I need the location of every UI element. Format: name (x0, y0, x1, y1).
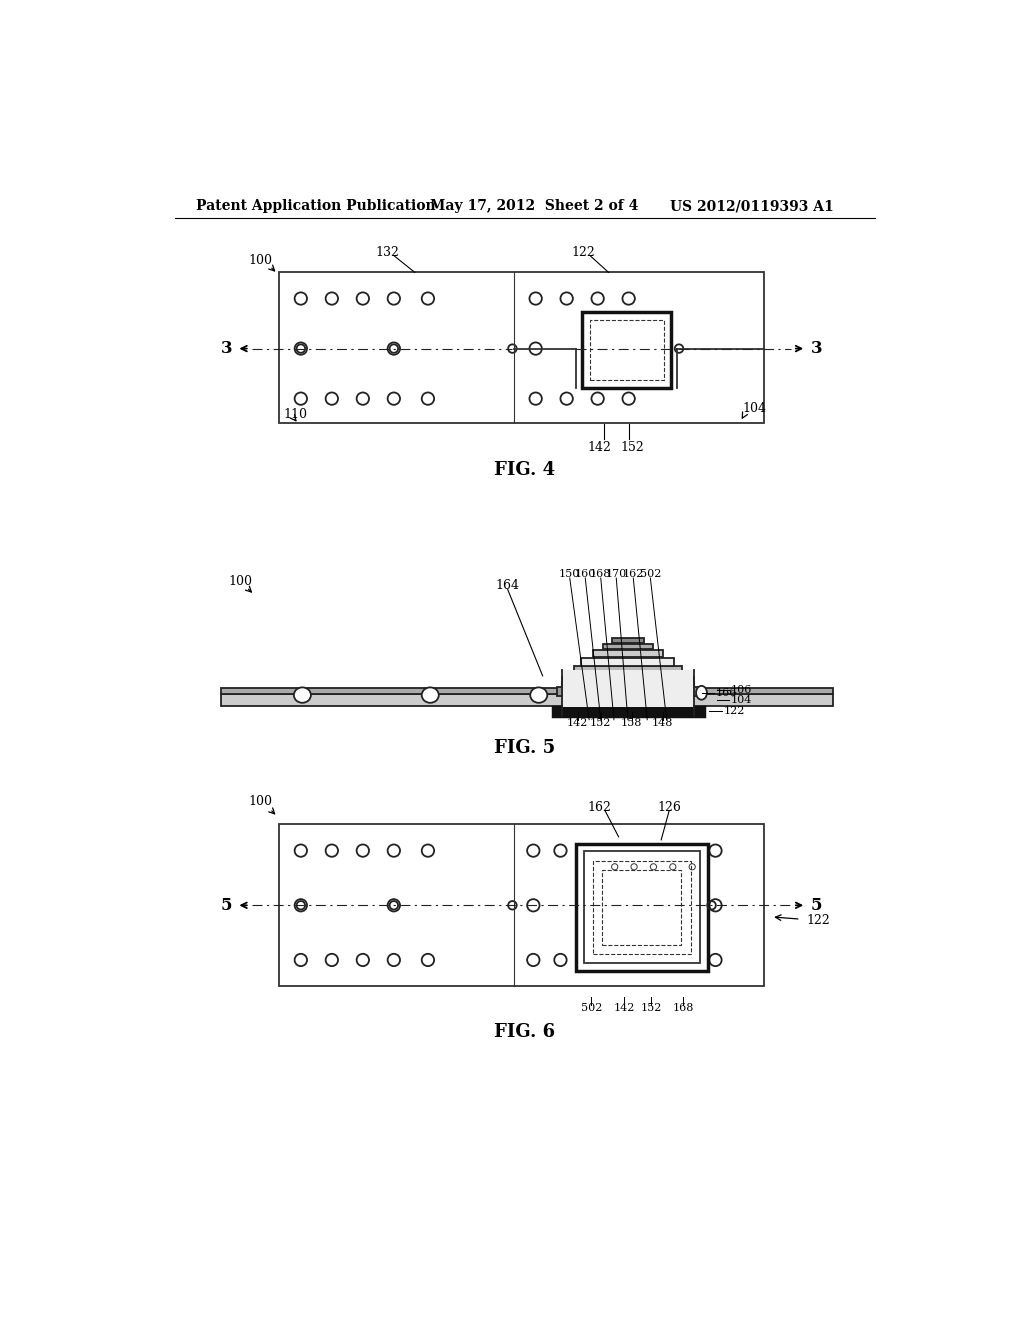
Text: 170: 170 (605, 569, 627, 579)
Text: 5: 5 (221, 896, 232, 913)
Text: 168: 168 (590, 569, 611, 579)
Text: 126: 126 (657, 801, 681, 814)
Ellipse shape (294, 688, 311, 702)
Bar (221, 688, 834, 693)
Bar (593, 651, 663, 657)
Text: 100: 100 (228, 576, 253, 589)
Bar (611, 638, 644, 643)
Text: 162: 162 (587, 801, 611, 814)
Text: 164: 164 (496, 579, 520, 593)
Text: 104: 104 (742, 403, 767, 416)
Bar (553, 706, 703, 715)
Text: 152: 152 (640, 1003, 662, 1012)
Bar (575, 843, 708, 970)
Text: 152: 152 (590, 718, 611, 727)
Bar (593, 861, 690, 954)
Text: 106: 106 (731, 685, 753, 696)
Text: 122: 122 (723, 706, 744, 717)
Bar (557, 686, 700, 696)
Ellipse shape (696, 686, 707, 700)
Text: 148: 148 (652, 718, 674, 727)
Text: 122: 122 (571, 246, 596, 259)
Ellipse shape (422, 688, 438, 702)
Bar (583, 313, 672, 388)
Bar (582, 659, 675, 665)
Bar (221, 693, 834, 706)
Text: 166: 166 (716, 688, 737, 698)
Ellipse shape (530, 688, 547, 702)
Bar (573, 665, 682, 673)
Text: 160: 160 (574, 569, 596, 579)
Bar (563, 669, 693, 706)
Text: May 17, 2012  Sheet 2 of 4: May 17, 2012 Sheet 2 of 4 (430, 199, 639, 213)
Text: 100: 100 (248, 795, 272, 808)
Bar (590, 321, 664, 380)
Bar (562, 677, 693, 685)
Text: 104: 104 (731, 694, 753, 705)
Bar (280, 825, 764, 986)
Text: Patent Application Publication: Patent Application Publication (197, 199, 436, 213)
Text: 162: 162 (623, 569, 644, 579)
Text: 3: 3 (810, 341, 822, 358)
Text: 110: 110 (283, 408, 307, 421)
Text: FIG. 6: FIG. 6 (495, 1023, 555, 1041)
Bar (602, 870, 681, 945)
Text: 158: 158 (622, 718, 642, 727)
Text: 168: 168 (672, 1003, 693, 1012)
Text: 502: 502 (581, 1003, 602, 1012)
Text: 5: 5 (810, 896, 822, 913)
Text: 132: 132 (376, 246, 399, 259)
Text: 150: 150 (559, 569, 581, 579)
Text: 142: 142 (567, 718, 588, 727)
Text: FIG. 5: FIG. 5 (495, 739, 555, 758)
Text: 502: 502 (640, 569, 662, 579)
Text: US 2012/0119393 A1: US 2012/0119393 A1 (671, 199, 835, 213)
Text: 142: 142 (587, 441, 611, 454)
Bar (584, 851, 700, 964)
Text: 122: 122 (806, 915, 829, 927)
Text: 3: 3 (220, 341, 232, 358)
Bar (280, 272, 764, 422)
Text: 100: 100 (248, 255, 272, 268)
Bar (603, 644, 653, 649)
Text: 142: 142 (613, 1003, 635, 1012)
Text: 152: 152 (621, 441, 644, 454)
Text: FIG. 4: FIG. 4 (495, 461, 555, 479)
